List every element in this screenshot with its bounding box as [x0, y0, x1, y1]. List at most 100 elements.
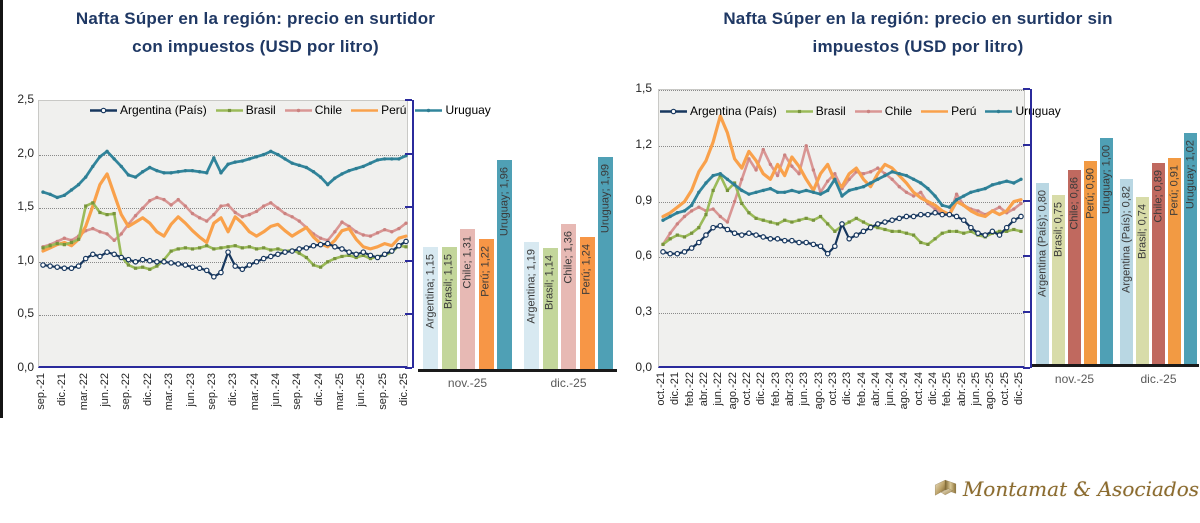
legend-label: Chile [884, 104, 913, 118]
bar-dic.-25-Uruguay: Uruguay; 1,99 [598, 157, 613, 369]
series-marker-Brasil [818, 214, 823, 219]
series-marker-Argentina (País) [674, 250, 681, 257]
series-marker-Brasil [176, 247, 180, 251]
series-marker-Chile [361, 233, 366, 237]
series-marker-Chile [340, 220, 344, 224]
series-marker-Brasil [91, 201, 95, 205]
series-marker-Uruguay [276, 152, 280, 157]
series-marker-Uruguay [790, 188, 794, 193]
series-line-Argentina (País) [41, 240, 408, 278]
series-marker-Argentina (País) [975, 230, 981, 237]
series-marker-Uruguay [797, 190, 801, 194]
series-marker-Uruguay [98, 155, 102, 159]
series-marker-Uruguay [825, 188, 830, 193]
series-marker-Uruguay [868, 181, 873, 185]
x-tick-label: ago.-24 [898, 372, 911, 410]
series-marker-Chile [397, 226, 401, 231]
series-marker-Brasil [233, 244, 237, 248]
series-marker-Argentina (País) [724, 226, 731, 233]
series-marker-Chile [754, 168, 758, 172]
series-marker-Argentina (País) [111, 251, 117, 258]
series-marker-Brasil [876, 226, 880, 230]
bar-value-label: Brasil; 0,75 [1052, 202, 1064, 258]
series-marker-Brasil [675, 233, 679, 237]
legend-item-Perú: Perú [921, 104, 976, 118]
series-marker-Uruguay [226, 162, 230, 166]
series-marker-Uruguay [382, 157, 387, 161]
gridline [39, 208, 407, 210]
series-marker-Uruguay [804, 188, 808, 193]
series-marker-Argentina (País) [882, 219, 888, 225]
legend-marker [296, 108, 300, 112]
series-marker-Brasil [276, 247, 280, 251]
series-marker-Brasil [682, 235, 687, 239]
series-marker-Uruguay [155, 168, 159, 173]
series-marker-Brasil [105, 213, 109, 217]
series-marker-Uruguay [940, 203, 944, 208]
series-marker-Brasil [112, 211, 116, 216]
series-marker-Uruguay [876, 177, 880, 181]
series-marker-Uruguay [668, 214, 672, 219]
series-marker-Chile [190, 211, 195, 216]
series-marker-Uruguay [333, 176, 337, 180]
bar-nov.-25-Perú: Perú; 1,22 [478, 239, 494, 369]
series-marker-Chile [876, 166, 880, 170]
sin-impuestos-bar-axis [1030, 89, 1032, 368]
con-impuestos-line-plot [38, 100, 409, 368]
series-marker-Brasil [954, 229, 959, 233]
bar-dic.-25-Chile: Chile; 0,89 [1152, 163, 1165, 364]
series-marker-Argentina (País) [731, 230, 738, 237]
series-marker-Uruguay [404, 153, 408, 158]
series-marker-Argentina (País) [396, 242, 402, 249]
series-marker-Chile [318, 236, 323, 240]
series-marker-Brasil [718, 173, 722, 178]
series-marker-Brasil [775, 222, 780, 226]
series-marker-Uruguay [747, 192, 751, 196]
series-marker-Argentina (País) [296, 246, 303, 252]
series-marker-Chile [768, 162, 773, 167]
series-marker-Chile [919, 190, 923, 194]
series-marker-Argentina (País) [168, 260, 174, 266]
series-marker-Argentina (País) [346, 249, 352, 255]
series-marker-Uruguay [361, 164, 366, 169]
series-marker-Chile [375, 231, 380, 235]
x-tick-label: dic.-25 [1013, 372, 1025, 406]
sin-impuestos-bar-baseline [1032, 364, 1199, 367]
series-marker-Argentina (País) [118, 254, 125, 261]
x-tick-label: ago.-23 [812, 372, 825, 410]
series-marker-Uruguay [854, 186, 859, 191]
series-marker-Argentina (País) [175, 261, 182, 267]
bar-group-label: dic.-25 [1140, 372, 1177, 386]
bar-nov.-25-Brasil: Brasil; 1,15 [441, 247, 457, 369]
series-marker-Argentina (País) [360, 249, 367, 255]
series-line-Perú [661, 114, 1023, 219]
bar-value-label: Brasil; 0,74 [1136, 204, 1148, 260]
left-chart-title-line2: con impuestos (USD por litro) [132, 37, 379, 56]
series-marker-Brasil [183, 246, 187, 250]
series-marker-Brasil [890, 229, 894, 233]
series-marker-Brasil [811, 218, 815, 222]
series-marker-Argentina (País) [90, 251, 96, 258]
series-marker-Brasil [212, 247, 216, 251]
series-marker-Brasil [704, 213, 708, 217]
bar-axis-tick [405, 367, 412, 369]
series-marker-Uruguay [311, 170, 316, 174]
bar-nov.-25-Argentina: Argentina (País); 0,80 [1036, 183, 1049, 364]
series-marker-Brasil [697, 226, 701, 230]
bar-value-label: Brasil; 1,15 [442, 254, 455, 310]
series-marker-Uruguay [148, 165, 152, 170]
series-marker-Brasil [797, 218, 801, 222]
series-marker-Uruguay [76, 182, 81, 187]
x-tick-label: abr.-25 [955, 372, 968, 407]
series-marker-Chile [290, 215, 294, 219]
series-marker-Uruguay [990, 183, 995, 187]
legend-swatch-Argentina (País) [660, 108, 687, 114]
series-marker-Chile [904, 190, 909, 194]
series-marker-Uruguay [240, 159, 245, 163]
bar-value-label: Argentina (País); 0,82 [1120, 186, 1132, 294]
series-marker-Brasil [269, 248, 273, 252]
bar-value-label: Uruguay; 1,02 [1184, 140, 1196, 210]
y-tick-label: 2,5 [17, 92, 34, 106]
gridline [659, 145, 1024, 147]
series-marker-Chile [205, 219, 209, 223]
